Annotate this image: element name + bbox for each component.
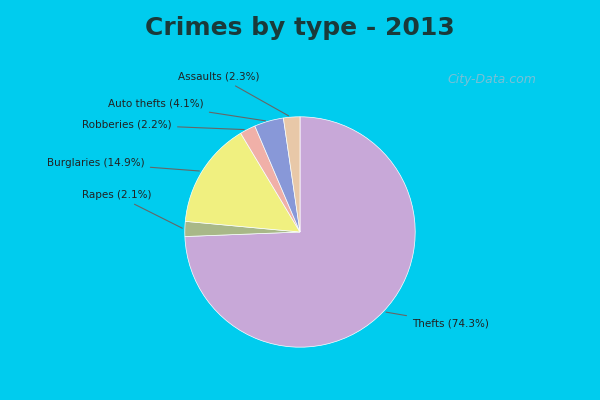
Text: Assaults (2.3%): Assaults (2.3%) bbox=[179, 72, 289, 116]
Text: Thefts (74.3%): Thefts (74.3%) bbox=[386, 312, 489, 328]
Wedge shape bbox=[185, 133, 300, 232]
Text: Burglaries (14.9%): Burglaries (14.9%) bbox=[47, 158, 199, 171]
Text: Crimes by type - 2013: Crimes by type - 2013 bbox=[145, 16, 455, 40]
Wedge shape bbox=[255, 118, 300, 232]
Wedge shape bbox=[185, 117, 415, 347]
Wedge shape bbox=[241, 126, 300, 232]
Wedge shape bbox=[185, 221, 300, 236]
Text: Robberies (2.2%): Robberies (2.2%) bbox=[82, 120, 244, 130]
Text: Rapes (2.1%): Rapes (2.1%) bbox=[82, 190, 182, 228]
Text: City-Data.com: City-Data.com bbox=[448, 74, 536, 86]
Text: Auto thefts (4.1%): Auto thefts (4.1%) bbox=[109, 99, 265, 121]
Wedge shape bbox=[283, 117, 300, 232]
